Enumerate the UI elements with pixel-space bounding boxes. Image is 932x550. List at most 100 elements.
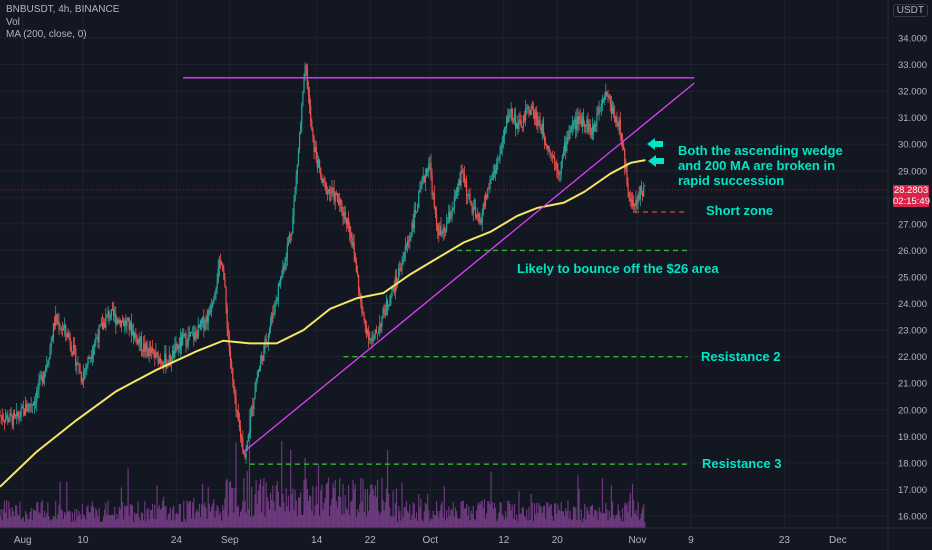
volume-bar	[31, 520, 33, 528]
ma-label[interactable]: MA (200, close, 0)	[6, 29, 87, 40]
volume-bar	[399, 511, 401, 528]
candle-body	[291, 232, 293, 236]
volume-bar	[398, 506, 400, 528]
volume-bar	[343, 513, 345, 528]
volume-bar	[478, 501, 480, 528]
volume-bar	[486, 513, 488, 528]
volume-bar	[335, 501, 337, 528]
candle-body	[442, 228, 444, 234]
volume-bar	[543, 505, 546, 528]
volume-bar	[20, 519, 22, 528]
volume-bar	[479, 504, 481, 528]
candle-body	[249, 415, 252, 433]
volume-bar	[235, 442, 237, 528]
volume-bar	[188, 501, 190, 528]
x-tick-label: Nov	[629, 535, 647, 546]
volume-bar	[340, 497, 342, 528]
volume-bar	[476, 510, 478, 528]
volume-bar	[206, 519, 208, 528]
candle-body	[234, 392, 236, 399]
candle-body	[425, 169, 428, 176]
candle-body	[362, 313, 364, 314]
candle-body	[434, 207, 437, 214]
candle-body	[58, 321, 60, 330]
candle-body	[613, 107, 615, 115]
candle-body	[633, 203, 635, 206]
symbol-line[interactable]: BNBUSDT, 4h, BINANCE	[6, 4, 120, 15]
volume-bar	[242, 501, 244, 528]
volume-bar	[39, 513, 41, 528]
volume-bar	[246, 471, 248, 528]
candle-body	[31, 404, 33, 406]
x-tick-label: 24	[171, 535, 183, 546]
candle-body	[567, 137, 569, 139]
candle-body	[131, 330, 134, 335]
candle-body	[586, 119, 588, 126]
volume-label[interactable]: Vol	[6, 16, 20, 28]
candle-body	[114, 313, 116, 317]
volume-bar	[455, 510, 458, 528]
wedge-lower-line	[242, 82, 695, 453]
candle-body	[634, 203, 636, 207]
candle-body	[4, 418, 7, 422]
candle-body	[467, 194, 469, 196]
volume-bar	[382, 500, 384, 528]
candle-body	[115, 313, 117, 325]
volume-bar	[210, 506, 213, 528]
volume-bar	[225, 480, 227, 528]
volume-bar	[129, 504, 131, 528]
candle-body	[494, 170, 497, 174]
volume-bar	[368, 511, 370, 528]
volume-bar	[271, 499, 273, 528]
volume-bar	[214, 517, 216, 528]
candle-body	[2, 419, 4, 421]
candle-body	[39, 375, 41, 380]
candle-body	[81, 381, 84, 383]
candle-body	[129, 321, 131, 330]
candle-body	[618, 119, 620, 127]
candle-body	[199, 320, 202, 328]
volume-bar	[110, 515, 112, 528]
candle-body	[259, 360, 262, 369]
volume-bar	[437, 510, 439, 528]
annotation-bounce-26: Likely to bounce off the $26 area	[517, 261, 719, 276]
candle-body	[102, 322, 105, 330]
candle-body	[126, 320, 128, 326]
candle-body	[145, 342, 147, 352]
volume-bar	[496, 520, 498, 528]
currency-badge[interactable]: USDT	[892, 4, 928, 17]
volume-bar	[48, 516, 50, 528]
candle-body	[123, 321, 125, 326]
candle-body	[283, 267, 285, 269]
volume-bar	[159, 510, 161, 528]
volume-bar	[23, 521, 26, 528]
candle-body	[460, 170, 462, 186]
volume-bar	[526, 509, 528, 528]
volume-bar	[497, 518, 499, 528]
candle-body	[597, 113, 599, 115]
volume-bar	[428, 509, 430, 528]
volume-bar	[16, 505, 18, 528]
candle-body	[69, 337, 71, 346]
volume-bar	[552, 521, 555, 528]
candle-body	[417, 208, 419, 212]
candle-body	[470, 200, 472, 206]
candle-body	[365, 325, 367, 335]
candle-body	[35, 401, 37, 403]
volume-bar	[360, 478, 362, 528]
volume-bar	[308, 495, 311, 528]
volume-bar	[251, 486, 253, 528]
candle-body	[10, 413, 12, 416]
volume-bar	[157, 508, 159, 528]
volume-bar	[8, 501, 10, 528]
volume-bar	[28, 519, 30, 528]
candle-body	[538, 119, 540, 121]
y-tick-label: 19.000	[898, 432, 927, 443]
candle-body	[336, 194, 339, 202]
candle-body	[14, 415, 17, 417]
candle-body	[594, 124, 596, 132]
candle-body	[3, 420, 6, 422]
candle-body	[550, 154, 552, 156]
candle-body	[516, 123, 518, 129]
